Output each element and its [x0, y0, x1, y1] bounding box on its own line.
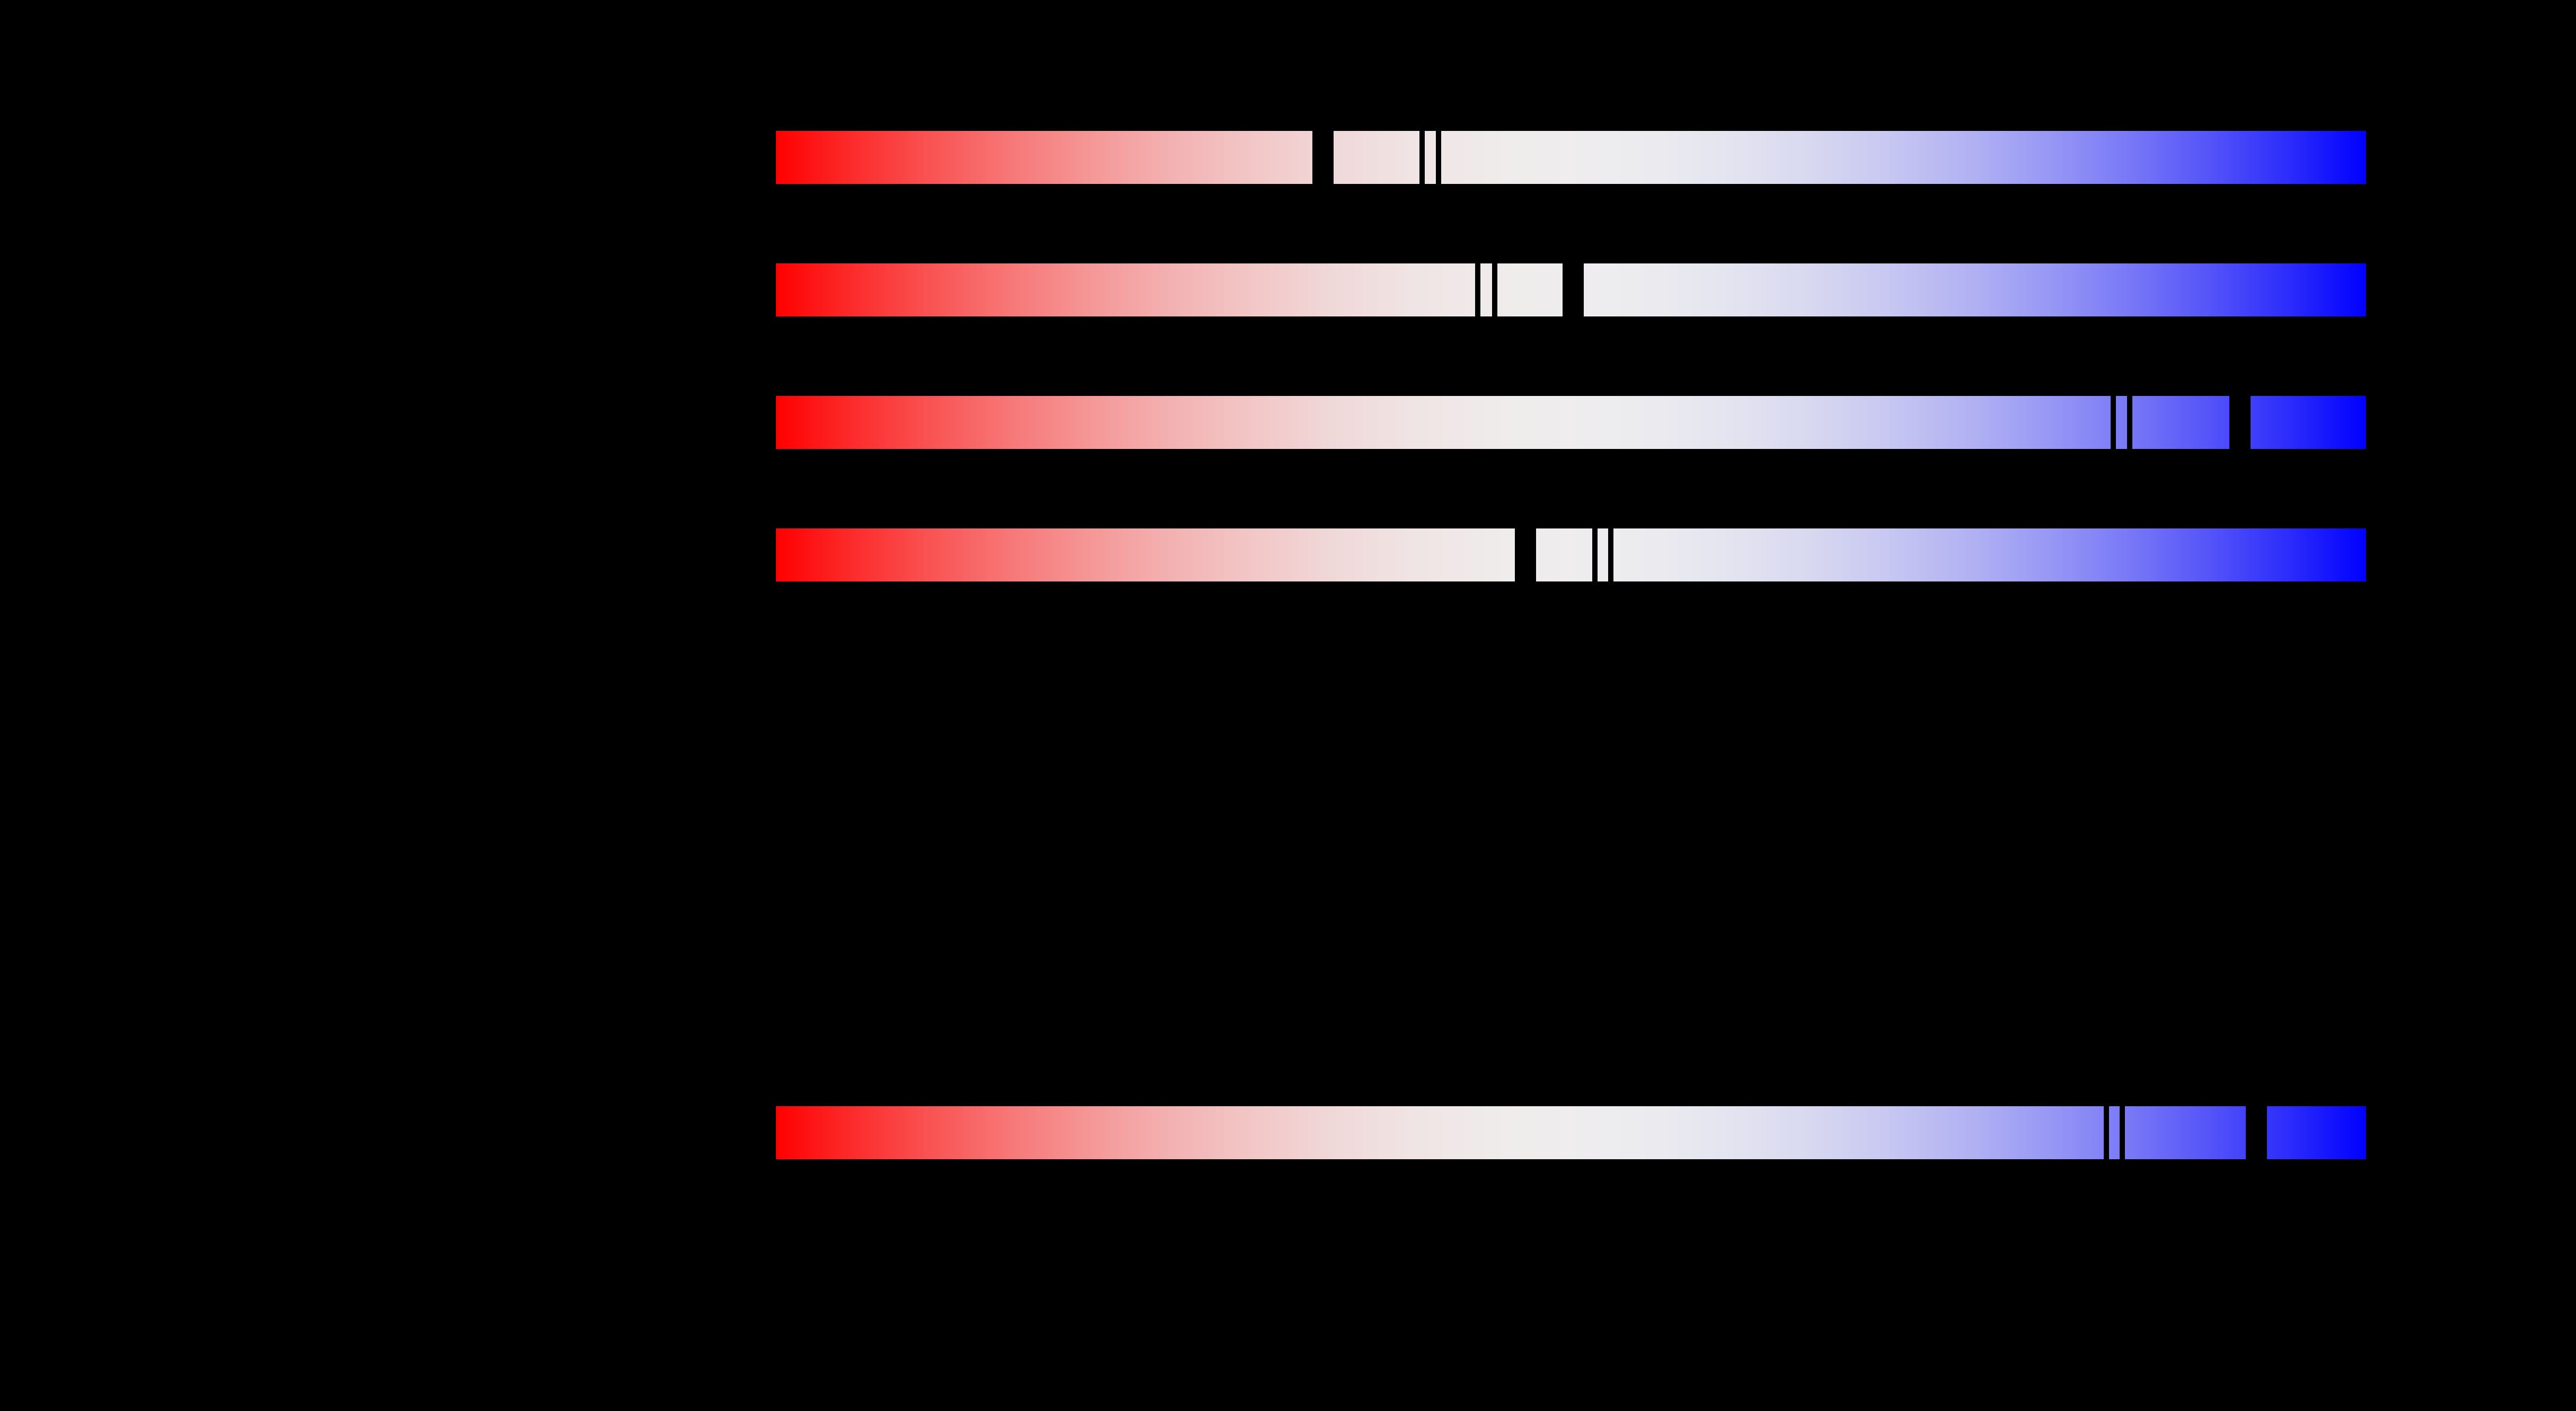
gradient-bar-row-4	[776, 528, 2366, 582]
thick-marker	[1312, 130, 1334, 184]
thick-marker	[1515, 528, 1536, 582]
thin-marker	[2127, 395, 2132, 449]
gradient-bar-row-3	[776, 395, 2366, 449]
thin-marker	[2111, 395, 2116, 449]
thin-marker	[1475, 263, 1480, 317]
thin-marker	[1419, 130, 1425, 184]
thin-marker	[2104, 1106, 2109, 1160]
gradient-bar-row-2	[776, 263, 2366, 317]
thin-marker	[2120, 1106, 2125, 1160]
thick-marker	[2246, 1106, 2267, 1160]
thick-marker	[1563, 263, 1584, 317]
gradient-bar-row-5	[776, 1106, 2366, 1160]
thin-marker	[1436, 130, 1441, 184]
thin-marker	[1492, 263, 1497, 317]
thin-marker	[1608, 528, 1613, 582]
gradient-bar-row-1	[776, 130, 2366, 184]
thick-marker	[2229, 395, 2251, 449]
thin-marker	[1592, 528, 1598, 582]
